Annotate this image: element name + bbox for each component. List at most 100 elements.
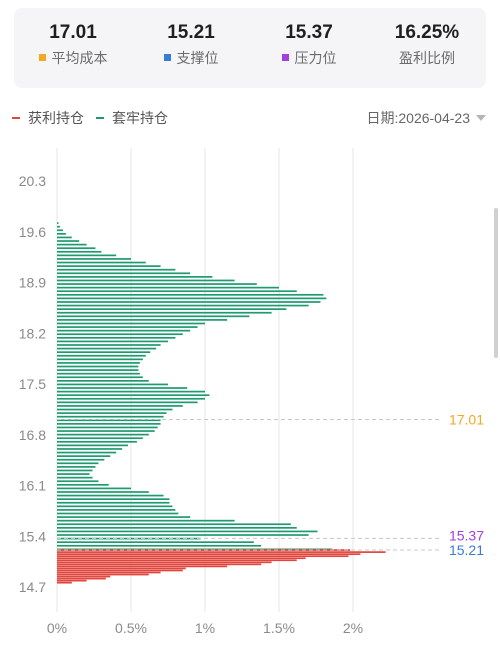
profit-bar [57,575,111,578]
loss-bar [57,423,161,425]
loss-bar [57,394,210,397]
profit-bar [57,565,228,568]
loss-bar [57,272,191,275]
profit-bar [57,571,161,574]
loss-bar [57,347,157,350]
legend-profit: 获利持仓 [12,108,84,128]
loss-bar [57,519,235,522]
stat-label-row: 盈利比例 [368,48,486,68]
profit-bar [57,553,361,556]
loss-bar [57,229,63,232]
stat-resistance: 15.37 压力位 [250,8,368,88]
stat-label-row: 压力位 [250,48,368,68]
y-tick-label: 15.4 [19,528,46,544]
loss-bar [57,501,170,504]
loss-bar [57,541,254,544]
loss-bar [57,480,99,483]
loss-bar [57,448,123,450]
loss-bar [57,336,176,339]
loss-bar [57,491,149,493]
loss-bar [57,534,309,536]
stat-label: 盈利比例 [399,50,455,66]
loss-bar [57,301,321,303]
loss-bar [57,250,102,253]
loss-bar [57,494,164,497]
loss-bar [57,415,164,418]
loss-bar [57,286,279,289]
stat-average-cost: 17.01 平均成本 [14,8,132,88]
blue-square-icon [163,54,171,61]
loss-bar [57,326,198,328]
stat-label: 平均成本 [51,50,108,66]
profit-bar [57,579,87,582]
loss-bar [57,544,262,547]
loss-bar [57,243,87,246]
loss-bar [57,222,59,224]
loss-bar [57,487,131,490]
y-tick-label: 14.7 [19,579,46,595]
legend-loss: 套牢持仓 [96,108,168,128]
loss-bar [57,412,167,414]
loss-bar [57,344,161,346]
reference-line-label: 17.01 [449,412,484,428]
stat-label-row: 支撑位 [132,48,250,68]
loss-bar [57,340,168,343]
green-dash-icon [96,117,104,119]
profit-bar [57,569,183,572]
stat-value: 17.01 [49,22,97,43]
loss-bar [57,390,205,393]
y-tick-label: 19.6 [19,224,46,240]
loss-bar [57,530,318,533]
loss-bar [57,279,235,282]
stat-value: 15.21 [167,22,215,43]
y-tick-label: 20.3 [19,173,46,189]
x-tick-label: 2% [343,620,363,636]
loss-bar [57,505,173,508]
loss-bar [57,319,228,321]
x-tick-label: 1% [195,620,215,636]
purple-square-icon [281,54,289,61]
loss-bar [57,444,129,447]
stat-profit-ratio: 16.25% 盈利比例 [368,8,486,88]
scrollbar[interactable] [494,208,498,358]
reference-line-label: 15.37 [449,527,484,543]
loss-bar [57,311,272,314]
profit-bar [57,581,72,584]
stat-value: 15.37 [285,22,333,43]
loss-bar [57,426,158,429]
profit-bar [57,577,106,580]
loss-bar [57,268,176,271]
loss-bar [57,358,143,361]
loss-bar [57,405,183,407]
loss-bar [57,333,183,336]
chip-distribution-chart: 0% 0.5% 1% 1.5% 2% 20.3 19.6 18.9 18.2 17.5 16.8 16… [19,148,484,636]
date-selector[interactable]: 日期:2026-04-23 [366,108,486,128]
orange-square-icon [38,54,46,61]
loss-bar [57,462,99,465]
profit-bar [57,567,186,570]
loss-bar [57,365,139,368]
profit-bar [57,563,262,566]
loss-bar [57,315,250,318]
stat-support: 15.21 支撑位 [132,8,250,88]
loss-bar [57,362,140,364]
loss-bar [57,379,149,382]
loss-bar [57,483,109,486]
loss-bar [57,233,66,235]
profit-bar [57,549,351,551]
loss-bar [57,526,297,529]
profit-bar [57,559,297,562]
loss-bar [57,304,309,307]
stat-value: 16.25% [394,22,460,43]
loss-bar [57,458,105,461]
loss-bar [57,512,179,515]
loss-bar [57,397,205,400]
stats-panel: 17.01 平均成本 15.21 支撑位 15.37 压力位 16.25% 盈利… [14,8,486,88]
legend-row: 获利持仓 套牢持仓 日期:2026-04-23 [12,108,486,128]
loss-bar [57,329,191,332]
loss-bar [57,297,327,300]
loss-bar [57,437,143,440]
loss-bar [57,261,146,264]
loss-bar [57,247,96,250]
loss-bar [57,354,146,357]
